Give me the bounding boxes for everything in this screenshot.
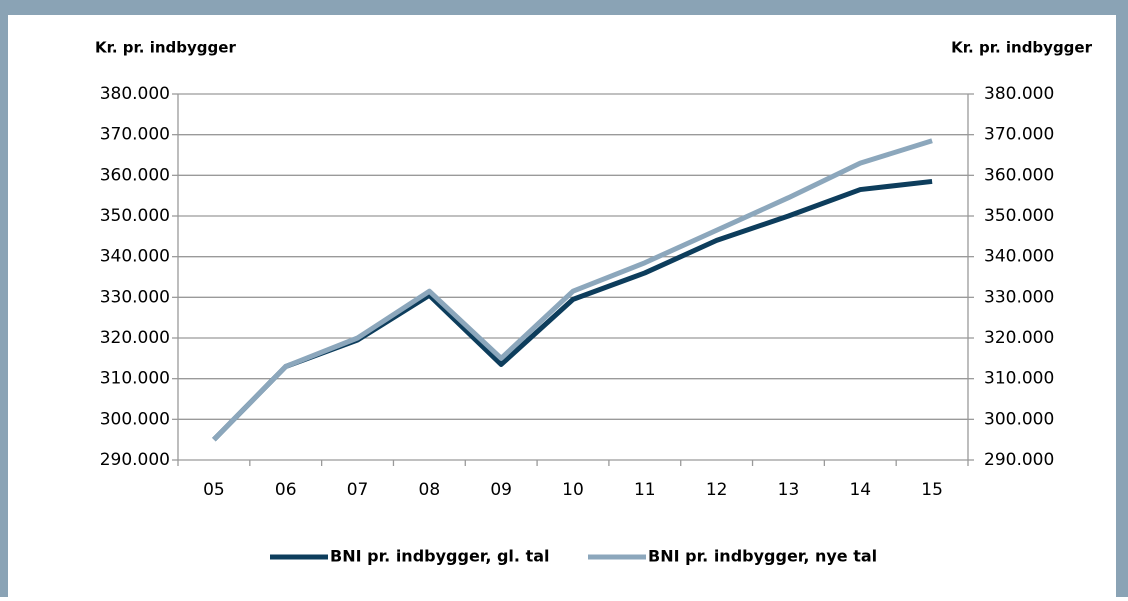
x-tick-label: 11 <box>634 480 656 500</box>
y-tick-label: 350.000 <box>100 206 170 226</box>
y2-tick-label: 380.000 <box>984 84 1054 104</box>
y-tick-label: 370.000 <box>100 125 170 145</box>
x-tick-label: 05 <box>203 480 225 500</box>
x-tick-label: 12 <box>706 480 728 500</box>
y2-tick-label: 360.000 <box>984 165 1054 185</box>
legend-label: BNI pr. indbygger, nye tal <box>648 547 877 566</box>
y2-tick-label: 340.000 <box>984 247 1054 267</box>
legend-label: BNI pr. indbygger, gl. tal <box>330 547 550 566</box>
y-tick-label: 340.000 <box>100 247 170 267</box>
y2-tick-label: 350.000 <box>984 206 1054 226</box>
x-tick-label: 08 <box>419 480 441 500</box>
y-tick-label: 360.000 <box>100 165 170 185</box>
y2-tick-label: 330.000 <box>984 287 1054 307</box>
y-tick-label: 300.000 <box>100 409 170 429</box>
x-tick-label: 09 <box>490 480 512 500</box>
y2-tick-label: 300.000 <box>984 409 1054 429</box>
y2-tick-label: 320.000 <box>984 328 1054 348</box>
y-tick-label: 290.000 <box>100 450 170 470</box>
y2-axis-title: Kr. pr. indbygger <box>951 39 1092 57</box>
x-tick-label: 14 <box>849 480 871 500</box>
line-series <box>212 138 933 442</box>
y-tick-label: 380.000 <box>100 84 170 104</box>
x-tick-label: 15 <box>921 480 943 500</box>
y-axis-title: Kr. pr. indbygger <box>95 39 236 57</box>
x-tick-label: 10 <box>562 480 584 500</box>
y-tick-label: 320.000 <box>100 328 170 348</box>
x-tick-label: 06 <box>275 480 297 500</box>
y2-tick-label: 290.000 <box>984 450 1054 470</box>
y-tick-label: 330.000 <box>100 287 170 307</box>
y2-tick-label: 310.000 <box>984 369 1054 389</box>
x-tick-label: 07 <box>347 480 369 500</box>
y-tick-label: 310.000 <box>100 369 170 389</box>
y2-tick-label: 370.000 <box>984 125 1054 145</box>
x-tick-label: 13 <box>778 480 800 500</box>
